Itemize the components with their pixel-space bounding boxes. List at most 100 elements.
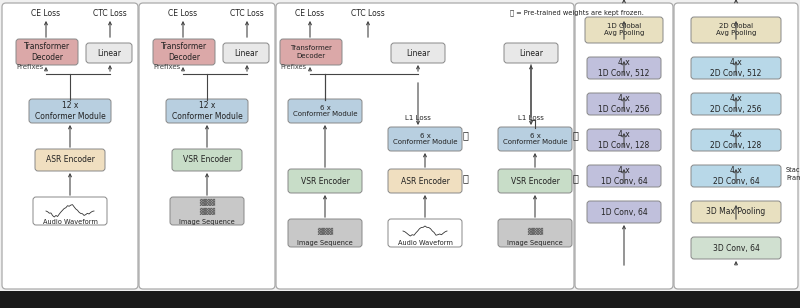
Text: 4 x
1D Conv, 64: 4 x 1D Conv, 64	[601, 166, 647, 186]
Text: © android-robot.com: © android-robot.com	[712, 295, 793, 304]
Text: Audio Waveform: Audio Waveform	[42, 219, 98, 225]
Text: L1 Loss: L1 Loss	[518, 115, 544, 121]
Text: 4 x
2D Conv, 256: 4 x 2D Conv, 256	[710, 94, 762, 114]
FancyBboxPatch shape	[691, 237, 781, 259]
Text: 1D Global
Avg Pooling: 1D Global Avg Pooling	[604, 23, 644, 37]
FancyBboxPatch shape	[223, 43, 269, 63]
Text: ASR Encoder: ASR Encoder	[46, 156, 94, 164]
Text: CTC Loss: CTC Loss	[351, 9, 385, 18]
FancyBboxPatch shape	[288, 219, 362, 247]
Text: Image Sequence: Image Sequence	[179, 219, 235, 225]
FancyBboxPatch shape	[276, 3, 574, 289]
Text: 🔒: 🔒	[572, 130, 578, 140]
FancyBboxPatch shape	[691, 57, 781, 79]
FancyBboxPatch shape	[587, 165, 661, 187]
Text: (a): (a)	[64, 295, 76, 304]
Text: ▓▓▓: ▓▓▓	[317, 227, 333, 235]
FancyBboxPatch shape	[2, 3, 138, 289]
FancyBboxPatch shape	[691, 129, 781, 151]
FancyBboxPatch shape	[585, 17, 663, 43]
FancyBboxPatch shape	[388, 219, 462, 247]
Text: Image Sequence: Image Sequence	[507, 240, 563, 246]
Text: 4 x
2D Conv, 64: 4 x 2D Conv, 64	[713, 166, 759, 186]
Text: VSR Encoder: VSR Encoder	[510, 176, 559, 185]
FancyBboxPatch shape	[498, 219, 572, 247]
FancyBboxPatch shape	[587, 129, 661, 151]
FancyBboxPatch shape	[587, 201, 661, 223]
Text: 4 x
1D Conv, 256: 4 x 1D Conv, 256	[598, 94, 650, 114]
FancyBboxPatch shape	[498, 127, 572, 151]
Text: Prefixes: Prefixes	[280, 64, 306, 70]
Text: Audio Waveform: Audio Waveform	[398, 240, 453, 246]
FancyBboxPatch shape	[388, 127, 462, 151]
Text: 3D Max Pooling: 3D Max Pooling	[706, 208, 766, 217]
Text: Linear: Linear	[97, 48, 121, 58]
Text: 6 x
Conformer Module: 6 x Conformer Module	[393, 132, 458, 145]
Text: Prefixes: Prefixes	[153, 64, 180, 70]
FancyBboxPatch shape	[587, 93, 661, 115]
Text: Linear: Linear	[406, 48, 430, 58]
Text: 4 x
1D Conv, 512: 4 x 1D Conv, 512	[598, 58, 650, 78]
FancyBboxPatch shape	[86, 43, 132, 63]
Text: ASR Encoder: ASR Encoder	[401, 176, 450, 185]
Text: Transformer
Decoder: Transformer Decoder	[161, 42, 207, 62]
FancyBboxPatch shape	[691, 201, 781, 223]
FancyBboxPatch shape	[153, 39, 215, 65]
Text: Image Sequence: Image Sequence	[297, 240, 353, 246]
Text: 4 x
2D Conv, 128: 4 x 2D Conv, 128	[710, 130, 762, 150]
Text: 🔒: 🔒	[462, 130, 468, 140]
Text: 6 x
Conformer Module: 6 x Conformer Module	[502, 132, 567, 145]
FancyBboxPatch shape	[674, 3, 798, 289]
Text: 12 x
Conformer Module: 12 x Conformer Module	[34, 101, 106, 121]
Text: Prefixes: Prefixes	[16, 64, 43, 70]
FancyBboxPatch shape	[691, 17, 781, 43]
FancyBboxPatch shape	[288, 169, 362, 193]
FancyBboxPatch shape	[35, 149, 105, 171]
Text: ▓▓▓
▓▓▓: ▓▓▓ ▓▓▓	[199, 199, 215, 215]
Text: 4 x
1D Conv, 128: 4 x 1D Conv, 128	[598, 130, 650, 150]
Text: 6 x
Conformer Module: 6 x Conformer Module	[293, 104, 358, 117]
Text: 12 x
Conformer Module: 12 x Conformer Module	[172, 101, 242, 121]
FancyBboxPatch shape	[498, 169, 572, 193]
FancyBboxPatch shape	[139, 3, 275, 289]
FancyBboxPatch shape	[504, 43, 558, 63]
Text: (c): (c)	[419, 295, 430, 304]
Bar	[0, 291, 800, 308]
FancyBboxPatch shape	[391, 43, 445, 63]
FancyBboxPatch shape	[172, 149, 242, 171]
FancyBboxPatch shape	[170, 197, 244, 225]
Text: VSR Encoder: VSR Encoder	[182, 156, 231, 164]
Text: 3D Conv, 64: 3D Conv, 64	[713, 244, 759, 253]
Text: CTC Loss: CTC Loss	[93, 9, 127, 18]
FancyBboxPatch shape	[587, 57, 661, 79]
Text: Stack
Frames: Stack Frames	[786, 168, 800, 180]
FancyBboxPatch shape	[388, 169, 462, 193]
Text: Linear: Linear	[519, 48, 543, 58]
Text: (b): (b)	[201, 295, 213, 304]
FancyBboxPatch shape	[16, 39, 78, 65]
Text: L1 Loss: L1 Loss	[405, 115, 431, 121]
Text: 🔒: 🔒	[462, 173, 468, 183]
Text: CE Loss: CE Loss	[31, 9, 61, 18]
Text: 🔒: 🔒	[572, 173, 578, 183]
FancyBboxPatch shape	[166, 99, 248, 123]
Text: CE Loss: CE Loss	[295, 9, 325, 18]
Text: 2D Global
Avg Pooling: 2D Global Avg Pooling	[716, 23, 756, 37]
FancyBboxPatch shape	[691, 93, 781, 115]
FancyBboxPatch shape	[29, 99, 111, 123]
Text: CE Loss: CE Loss	[169, 9, 198, 18]
FancyBboxPatch shape	[288, 99, 362, 123]
FancyBboxPatch shape	[575, 3, 673, 289]
Text: ▓▓▓: ▓▓▓	[527, 227, 543, 235]
FancyBboxPatch shape	[691, 165, 781, 187]
Text: VSR Encoder: VSR Encoder	[301, 176, 350, 185]
Text: 4 x
2D Conv, 512: 4 x 2D Conv, 512	[710, 58, 762, 78]
FancyBboxPatch shape	[33, 197, 107, 225]
Text: Transformer
Decoder: Transformer Decoder	[24, 42, 70, 62]
Text: CTC Loss: CTC Loss	[230, 9, 264, 18]
Text: 🔒 = Pre-trained weights are kept frozen.: 🔒 = Pre-trained weights are kept frozen.	[510, 10, 644, 16]
Text: Transformer
Decoder: Transformer Decoder	[290, 46, 332, 59]
FancyBboxPatch shape	[280, 39, 342, 65]
Text: 1D Conv, 64: 1D Conv, 64	[601, 208, 647, 217]
Text: Linear: Linear	[234, 48, 258, 58]
